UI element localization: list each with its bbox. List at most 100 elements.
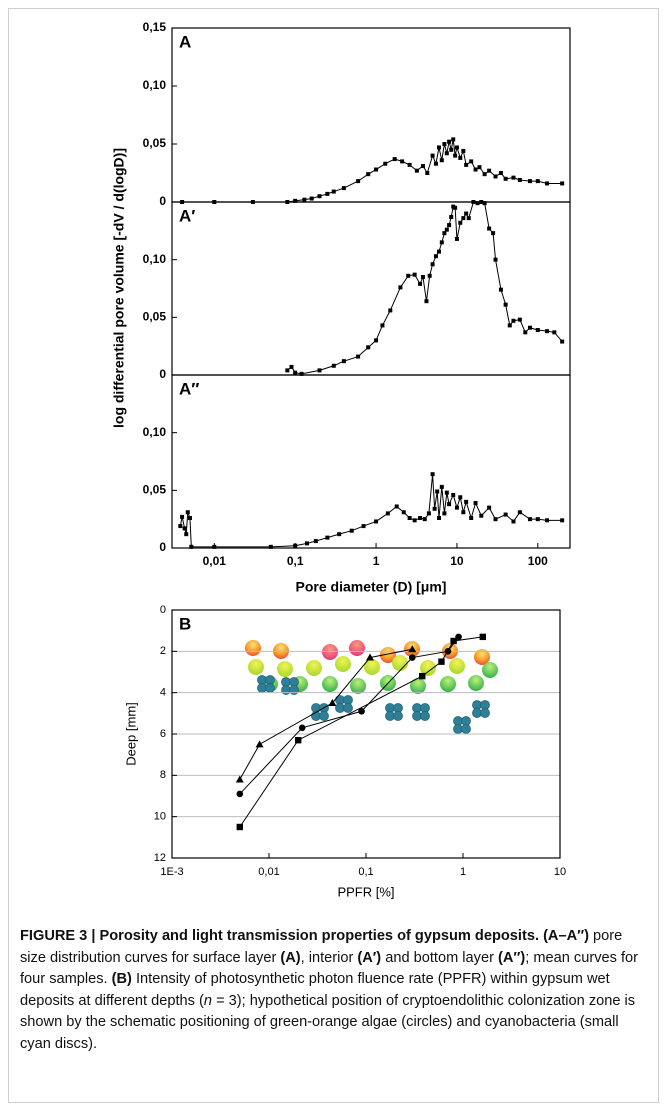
point: [482, 201, 487, 206]
x-tick-label: 1E-3: [160, 866, 183, 878]
y-tick-label: 0,10: [143, 252, 167, 266]
point: [398, 285, 403, 290]
point: [422, 517, 427, 522]
alga: [306, 660, 322, 676]
point: [439, 484, 444, 489]
point: [461, 510, 466, 515]
point: [503, 176, 508, 181]
x-tick-label: 0,01: [203, 554, 227, 568]
panel-label: A: [179, 32, 191, 51]
point: [374, 519, 379, 524]
alga: [410, 678, 426, 694]
point: [511, 318, 516, 323]
plot-frame: [171, 374, 571, 549]
point: [420, 164, 425, 169]
point: [383, 161, 388, 166]
point: [517, 510, 522, 515]
point: [293, 370, 298, 375]
point: [449, 214, 454, 219]
alga: [440, 676, 456, 692]
point: [447, 223, 452, 228]
point: [560, 518, 565, 523]
point: [436, 145, 441, 150]
y-tick-label: 0,05: [143, 136, 167, 150]
point: [328, 699, 337, 706]
alga: [449, 658, 465, 674]
point: [178, 524, 183, 529]
point: [425, 171, 430, 175]
point: [412, 518, 417, 523]
point: [454, 145, 459, 150]
point: [473, 167, 478, 172]
alga: [420, 660, 436, 676]
point: [469, 159, 474, 164]
cyanobacterium: [480, 708, 490, 718]
point: [289, 364, 294, 369]
y-tick-label: 8: [160, 769, 166, 781]
point: [435, 489, 440, 494]
series-line: [179, 474, 563, 548]
panel-label: A′: [179, 206, 195, 225]
point: [304, 541, 309, 546]
y-tick-label: 0: [159, 540, 166, 554]
point: [458, 220, 463, 225]
point: [560, 339, 565, 344]
point: [493, 517, 498, 522]
y-tick-label: 0,05: [143, 310, 167, 324]
point: [482, 172, 487, 177]
point: [401, 510, 406, 515]
point: [427, 273, 432, 278]
point: [236, 823, 244, 831]
alga: [468, 675, 484, 691]
alga: [248, 659, 264, 675]
figure-frame: [8, 8, 659, 1103]
point: [498, 287, 503, 292]
caption-text: (A″): [498, 949, 526, 966]
point: [302, 197, 307, 202]
point: [442, 142, 447, 146]
point: [349, 528, 354, 533]
point: [366, 172, 371, 177]
point: [341, 359, 346, 364]
point: [451, 492, 456, 497]
alga: [349, 640, 365, 656]
point: [406, 273, 411, 278]
cyanobacterium: [319, 711, 329, 721]
point: [451, 137, 456, 142]
point: [420, 274, 425, 279]
point: [444, 648, 452, 655]
point: [317, 194, 322, 199]
point: [408, 645, 417, 653]
point: [426, 511, 431, 516]
x-tick-label: 100: [528, 554, 548, 568]
point: [535, 517, 540, 522]
caption: FIGURE 3 | Porosity and light transmissi…: [20, 926, 650, 1055]
series-line: [239, 636, 483, 828]
point: [461, 148, 466, 153]
alga: [364, 659, 380, 675]
panel-label: A″: [179, 379, 199, 398]
point: [552, 330, 557, 335]
point: [430, 153, 435, 158]
caption-text: (A′): [357, 949, 382, 966]
point: [430, 262, 435, 267]
point: [466, 216, 471, 221]
point: [366, 345, 371, 350]
point: [366, 653, 375, 661]
alga: [335, 656, 351, 672]
plot-frame: [171, 27, 571, 203]
x-tick-label: 1: [373, 554, 380, 568]
point: [436, 249, 441, 254]
algae-schematic: [245, 640, 498, 734]
point: [464, 162, 469, 167]
point: [309, 196, 314, 201]
point: [493, 257, 498, 262]
alga: [322, 644, 338, 660]
x-tick-label: 1: [460, 866, 466, 878]
point: [358, 707, 365, 715]
series-line: [182, 139, 563, 203]
point: [487, 168, 492, 173]
point: [285, 368, 290, 373]
point: [424, 299, 429, 304]
